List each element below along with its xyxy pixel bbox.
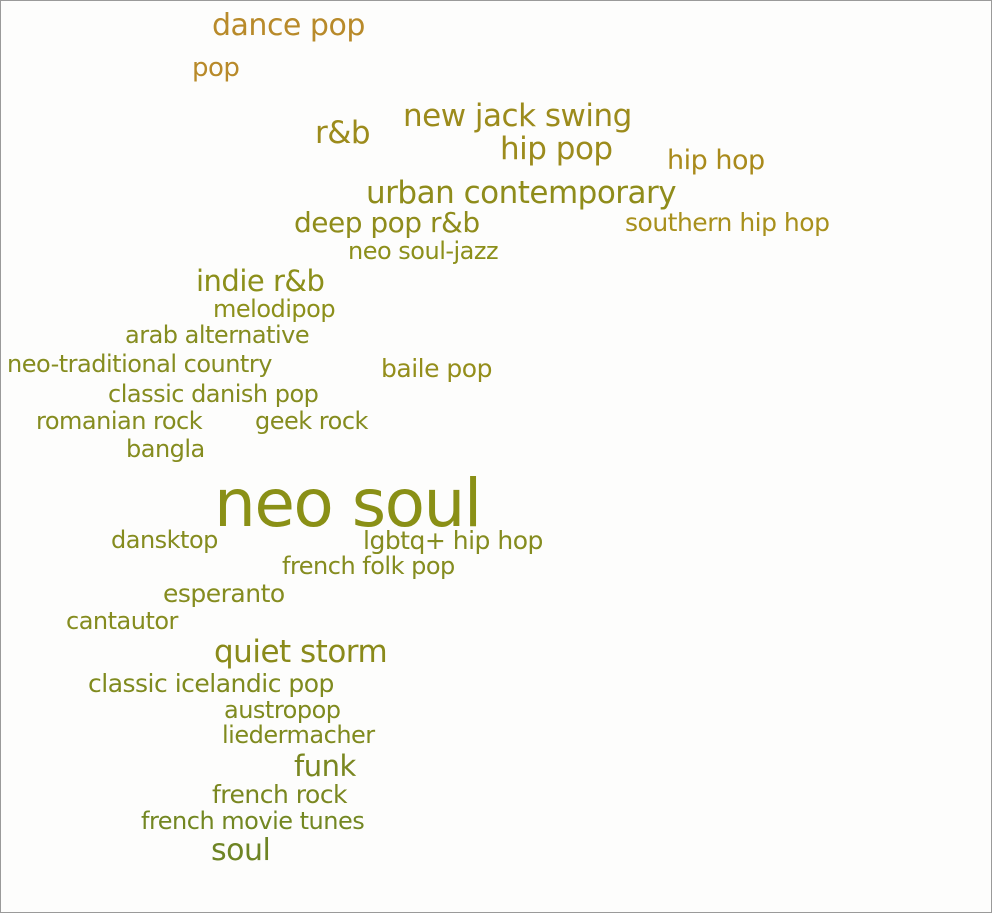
word-quiet-storm: quiet storm [214, 634, 388, 670]
word-romanian-rock: romanian rock [36, 407, 203, 435]
word-liedermacher: liedermacher [222, 721, 375, 749]
word-r-and-b: r&b [315, 115, 371, 151]
word-urban-contemporary: urban contemporary [366, 175, 677, 211]
word-french-rock: french rock [212, 780, 348, 809]
word-bangla: bangla [126, 435, 205, 463]
word-melodipop: melodipop [213, 295, 336, 323]
word-pop: pop [192, 53, 240, 83]
word-lgbtq-hip-hop: lgbtq+ hip hop [363, 526, 543, 555]
word-southern-hip-hop: southern hip hop [625, 208, 830, 237]
word-classic-icelandic-pop: classic icelandic pop [88, 669, 334, 698]
word-french-folk-pop: french folk pop [282, 552, 455, 580]
word-neo-soul: neo soul [214, 465, 482, 542]
word-deep-pop-r-and-b: deep pop r&b [294, 206, 480, 239]
word-esperanto: esperanto [163, 579, 285, 608]
word-cantautor: cantautor [66, 607, 178, 635]
word-soul: soul [211, 833, 271, 868]
word-neo-traditional-country: neo-traditional country [7, 350, 272, 378]
word-indie-r-and-b: indie r&b [196, 264, 325, 298]
word-dansktop: dansktop [111, 526, 218, 554]
word-new-jack-swing: new jack swing [403, 98, 632, 134]
word-french-movie-tunes: french movie tunes [141, 807, 365, 835]
word-funk: funk [294, 749, 356, 783]
word-classic-danish-pop: classic danish pop [108, 380, 319, 408]
word-hip-hop: hip hop [667, 145, 765, 176]
word-baile-pop: baile pop [381, 354, 492, 383]
word-arab-alternative: arab alternative [125, 321, 310, 349]
word-neo-soul-jazz: neo soul-jazz [348, 237, 499, 265]
word-geek-rock: geek rock [255, 407, 368, 435]
word-dance-pop: dance pop [212, 8, 365, 43]
word-austropop: austropop [224, 696, 341, 724]
word-hip-pop: hip pop [500, 131, 613, 167]
